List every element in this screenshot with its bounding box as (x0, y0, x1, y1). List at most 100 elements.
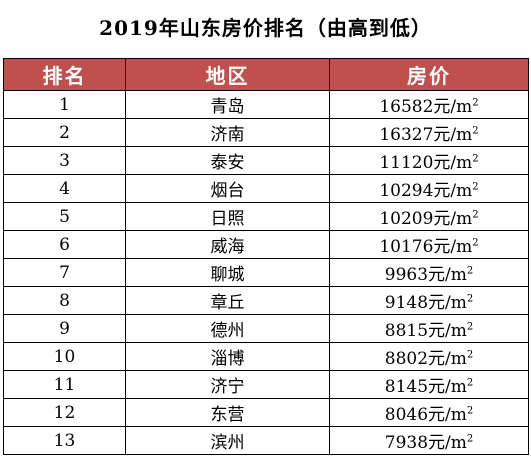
price-unit-base: 元/m (428, 377, 467, 397)
cell-region: 聊城 (125, 258, 330, 287)
price-unit: 元/m2 (428, 377, 473, 397)
price-unit: 元/m2 (433, 237, 478, 257)
price-unit-base: 元/m (428, 405, 467, 425)
cell-region: 泰安 (125, 146, 330, 175)
table-row: 7 聊城 9963元/m2 (3, 258, 529, 287)
price-unit-exponent: 2 (472, 153, 479, 165)
cell-rank: 4 (3, 174, 126, 203)
cell-region: 烟台 (125, 174, 330, 203)
price-unit: 元/m2 (433, 125, 478, 145)
price-unit-exponent: 2 (466, 265, 474, 277)
cell-rank: 6 (3, 230, 126, 259)
cell-price: 9963元/m2 (329, 258, 529, 287)
table-row: 3 泰安 11120元/m2 (3, 146, 529, 175)
price-value: 9963 (384, 265, 429, 285)
price-unit-exponent: 2 (466, 433, 474, 445)
cell-rank: 12 (3, 398, 126, 427)
table-row: 11 济宁 8145元/m2 (3, 370, 529, 399)
price-unit-exponent: 2 (472, 97, 479, 109)
cell-price: 16582元/m2 (329, 90, 529, 119)
table-row: 8 章丘 9148元/m2 (3, 286, 529, 315)
price-unit-exponent: 2 (472, 125, 479, 137)
price-unit: 元/m2 (428, 433, 473, 453)
price-value: 9148 (384, 293, 429, 313)
price-unit-exponent: 2 (466, 349, 474, 361)
price-unit-base: 元/m (428, 265, 467, 285)
price-unit: 元/m2 (433, 153, 478, 173)
cell-region: 章丘 (125, 286, 330, 315)
price-unit-exponent: 2 (472, 181, 479, 193)
price-value: 8046 (384, 405, 429, 425)
cell-price: 8046元/m2 (329, 398, 529, 427)
cell-rank: 13 (3, 426, 126, 455)
cell-region: 济南 (125, 118, 330, 147)
price-unit: 元/m2 (428, 293, 473, 313)
cell-region: 青岛 (125, 90, 330, 119)
cell-price: 10294元/m2 (329, 174, 529, 203)
header-region: 地区 (125, 58, 330, 91)
price-unit-base: 元/m (433, 125, 473, 145)
cell-rank: 2 (3, 118, 126, 147)
price-unit-exponent: 2 (472, 237, 479, 249)
header-price: 房价 (329, 58, 529, 91)
cell-region: 济宁 (125, 370, 330, 399)
price-unit: 元/m2 (433, 97, 478, 117)
cell-rank: 5 (3, 202, 126, 231)
price-unit-base: 元/m (428, 293, 467, 313)
cell-rank: 7 (3, 258, 126, 287)
cell-rank: 10 (3, 342, 126, 371)
table-row: 9 德州 8815元/m2 (3, 314, 529, 343)
price-ranking-table: 排名 地区 房价 1 青岛 16582元/m2 2 济南 16327元/m2 3 泰安 1112… (3, 58, 529, 455)
price-unit-exponent: 2 (472, 209, 479, 221)
price-value: 7938 (384, 433, 429, 453)
price-unit-base: 元/m (433, 181, 473, 201)
price-unit: 元/m2 (433, 181, 478, 201)
price-unit-base: 元/m (428, 433, 467, 453)
price-unit: 元/m2 (433, 209, 478, 229)
header-rank: 排名 (3, 58, 126, 91)
price-unit-exponent: 2 (466, 377, 474, 389)
price-value: 11120 (379, 153, 434, 173)
cell-region: 东营 (125, 398, 330, 427)
price-unit: 元/m2 (428, 405, 473, 425)
price-unit-base: 元/m (433, 97, 473, 117)
cell-price: 10209元/m2 (329, 202, 529, 231)
price-value: 16582 (379, 97, 434, 117)
price-unit-base: 元/m (428, 349, 467, 369)
table-row: 5 日照 10209元/m2 (3, 202, 529, 231)
price-unit-base: 元/m (433, 153, 473, 173)
table-row: 12 东营 8046元/m2 (3, 398, 529, 427)
price-value: 16327 (379, 125, 434, 145)
price-unit: 元/m2 (428, 349, 473, 369)
cell-rank: 11 (3, 370, 126, 399)
price-unit: 元/m2 (428, 265, 473, 285)
cell-price: 8802元/m2 (329, 342, 529, 371)
table-header-row: 排名 地区 房价 (3, 58, 529, 91)
price-value: 8815 (384, 321, 429, 341)
table-row: 10 淄博 8802元/m2 (3, 342, 529, 371)
cell-price: 11120元/m2 (329, 146, 529, 175)
cell-rank: 1 (3, 90, 126, 119)
price-unit-base: 元/m (433, 209, 473, 229)
cell-price: 8145元/m2 (329, 370, 529, 399)
table-row: 4 烟台 10294元/m2 (3, 174, 529, 203)
cell-price: 16327元/m2 (329, 118, 529, 147)
price-value: 8802 (384, 349, 429, 369)
price-unit-exponent: 2 (466, 321, 474, 333)
cell-region: 日照 (125, 202, 330, 231)
table-body: 1 青岛 16582元/m2 2 济南 16327元/m2 3 泰安 11120元/m2 4 烟台 1… (3, 90, 529, 455)
cell-region: 淄博 (125, 342, 330, 371)
price-unit-base: 元/m (428, 321, 467, 341)
price-unit-exponent: 2 (466, 405, 474, 417)
cell-rank: 8 (3, 286, 126, 315)
table-row: 6 威海 10176元/m2 (3, 230, 529, 259)
price-value: 10176 (379, 237, 434, 257)
page-title: 2019年山东房价排名（由高到低） (99, 16, 432, 40)
cell-region: 威海 (125, 230, 330, 259)
table-row: 2 济南 16327元/m2 (3, 118, 529, 147)
cell-rank: 3 (3, 146, 126, 175)
price-unit-base: 元/m (433, 237, 473, 257)
cell-region: 滨州 (125, 426, 330, 455)
cell-region: 德州 (125, 314, 330, 343)
cell-price: 7938元/m2 (329, 426, 529, 455)
